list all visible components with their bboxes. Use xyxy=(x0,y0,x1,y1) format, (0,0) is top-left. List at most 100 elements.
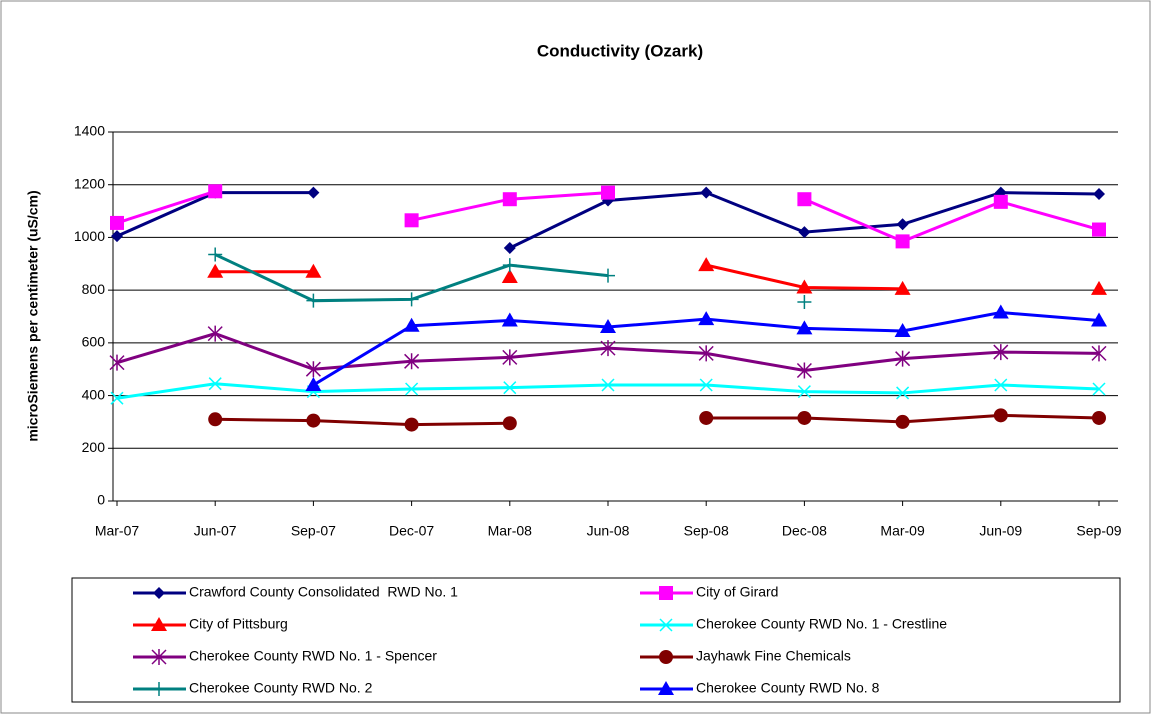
legend-label: City of Girard xyxy=(696,584,778,600)
y-tick-label: 0 xyxy=(97,492,105,508)
marker xyxy=(699,378,713,392)
marker xyxy=(501,312,518,327)
marker xyxy=(306,413,321,428)
marker xyxy=(600,319,616,334)
marker xyxy=(601,268,615,283)
marker xyxy=(305,377,322,392)
x-tick-label: Mar-08 xyxy=(488,523,533,539)
marker xyxy=(895,234,910,249)
y-tick-label: 1400 xyxy=(74,123,105,139)
marker xyxy=(153,587,165,599)
marker xyxy=(305,361,321,378)
marker xyxy=(798,226,811,239)
marker xyxy=(993,194,1008,209)
marker xyxy=(502,349,518,366)
marker xyxy=(111,230,123,243)
marker xyxy=(151,649,167,665)
y-tick-label: 200 xyxy=(82,439,106,455)
y-axis-label: microSiemens per centimeter (uS/cm) xyxy=(25,190,41,441)
marker xyxy=(307,186,320,199)
marker xyxy=(994,378,1008,392)
y-tick-label: 1200 xyxy=(74,175,105,191)
marker xyxy=(109,354,125,371)
marker xyxy=(894,280,911,295)
marker xyxy=(601,378,615,392)
marker xyxy=(207,263,224,278)
marker xyxy=(600,340,616,357)
x-tick-label: Sep-07 xyxy=(291,523,336,539)
marker xyxy=(1091,280,1107,295)
marker xyxy=(1092,410,1106,425)
marker xyxy=(700,186,713,199)
marker xyxy=(992,304,1009,319)
legend-label: Cherokee County RWD No. 8 xyxy=(696,680,880,696)
marker xyxy=(1093,187,1105,200)
legend-label: City of Pittsburg xyxy=(189,616,288,632)
y-tick-label: 600 xyxy=(82,334,106,350)
marker xyxy=(1092,222,1106,237)
marker xyxy=(659,650,673,664)
legend-label: Cherokee County RWD No. 1 - Crestline xyxy=(696,616,947,632)
marker xyxy=(896,386,910,400)
marker xyxy=(404,213,419,228)
marker xyxy=(698,311,715,326)
legend-label: Crawford County Consolidated RWD No. 1 xyxy=(189,584,458,600)
marker xyxy=(502,192,517,207)
marker xyxy=(305,263,322,278)
legend-label: Cherokee County RWD No. 1 - Spencer xyxy=(189,648,437,664)
marker xyxy=(306,293,321,308)
marker xyxy=(1092,382,1106,396)
marker xyxy=(503,381,517,395)
x-tick-label: Jun-08 xyxy=(587,523,630,539)
marker xyxy=(502,258,517,273)
marker xyxy=(110,391,124,405)
marker xyxy=(895,350,911,367)
chart-title: Conductivity (Ozark) xyxy=(537,41,703,60)
marker xyxy=(993,344,1009,361)
y-tick-label: 1000 xyxy=(74,228,105,244)
marker xyxy=(151,617,167,631)
marker xyxy=(797,192,812,207)
x-tick-label: Jun-09 xyxy=(979,523,1022,539)
marker xyxy=(152,682,166,696)
marker xyxy=(796,279,813,294)
marker xyxy=(601,185,615,200)
legend-label: Cherokee County RWD No. 2 xyxy=(189,680,373,696)
marker xyxy=(503,241,516,254)
marker xyxy=(797,295,812,310)
marker xyxy=(404,353,420,370)
legend-label: Jayhawk Fine Chemicals xyxy=(696,648,851,664)
marker xyxy=(110,215,124,230)
marker xyxy=(699,410,714,425)
y-tick-label: 800 xyxy=(82,281,106,297)
x-tick-label: Sep-08 xyxy=(684,523,729,539)
marker xyxy=(501,268,518,283)
marker xyxy=(698,257,715,272)
marker xyxy=(993,408,1008,423)
marker xyxy=(797,385,811,399)
marker xyxy=(403,317,420,332)
marker xyxy=(796,362,812,379)
marker xyxy=(1091,312,1107,327)
marker xyxy=(208,247,223,262)
x-tick-label: Jun-07 xyxy=(194,523,237,539)
legend-box xyxy=(71,577,1121,703)
marker xyxy=(502,416,517,431)
marker xyxy=(796,320,813,335)
marker xyxy=(208,184,223,199)
x-tick-label: Dec-08 xyxy=(782,523,827,539)
marker xyxy=(208,412,223,427)
marker xyxy=(797,410,812,425)
marker xyxy=(659,618,673,632)
marker xyxy=(659,586,673,600)
marker xyxy=(404,292,419,307)
marker xyxy=(208,377,222,391)
marker xyxy=(895,414,910,429)
marker xyxy=(404,417,419,432)
marker xyxy=(658,681,674,695)
y-tick-label: 400 xyxy=(82,386,106,402)
marker xyxy=(1091,345,1107,362)
marker xyxy=(698,345,714,362)
x-tick-label: Mar-09 xyxy=(880,523,925,539)
x-tick-label: Mar-07 xyxy=(95,523,140,539)
